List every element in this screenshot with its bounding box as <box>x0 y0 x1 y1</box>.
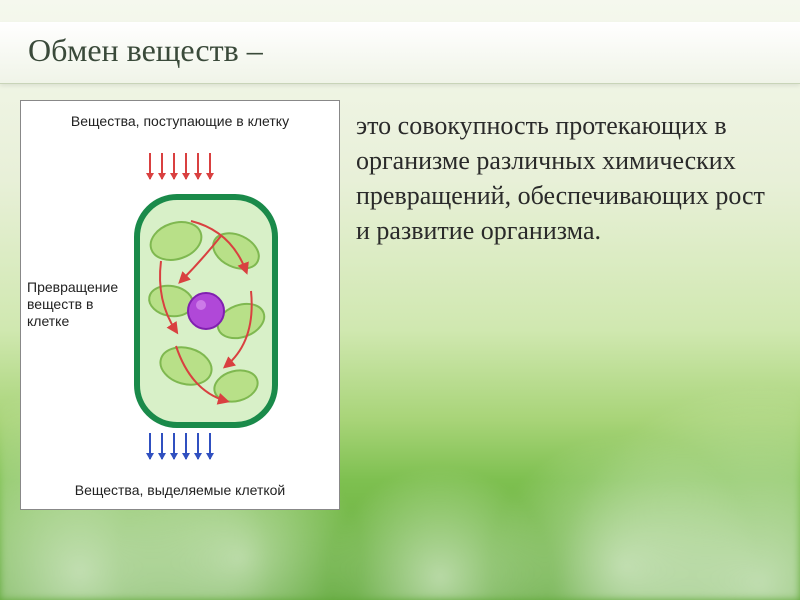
cell-figure: Вещества, поступающие в клетку Превращен… <box>20 100 340 510</box>
arrow-in-icon <box>209 153 211 179</box>
arrow-out-icon <box>197 433 199 459</box>
definition-text: это совокупность протекающих в организме… <box>356 108 780 248</box>
definition-block: это совокупность протекающих в организме… <box>356 100 780 510</box>
arrow-out-icon <box>149 433 151 459</box>
page-title: Обмен веществ – <box>28 32 772 69</box>
arrows-in-group <box>149 153 211 179</box>
arrow-out-icon <box>173 433 175 459</box>
arrow-in-icon <box>197 153 199 179</box>
arrows-out-group <box>149 433 211 459</box>
content-row: Вещества, поступающие в клетку Превращен… <box>0 100 800 510</box>
arrow-out-icon <box>209 433 211 459</box>
figure-label-bottom: Вещества, выделяемые клеткой <box>21 482 339 499</box>
figure-label-top: Вещества, поступающие в клетку <box>21 113 339 130</box>
cell-diagram <box>131 191 281 431</box>
arrow-in-icon <box>161 153 163 179</box>
title-banner: Обмен веществ – <box>0 22 800 84</box>
arrow-in-icon <box>173 153 175 179</box>
arrow-in-icon <box>185 153 187 179</box>
arrow-in-icon <box>149 153 151 179</box>
arrow-out-icon <box>185 433 187 459</box>
figure-label-left: Превращение веществ в клетке <box>27 279 137 329</box>
arrow-out-icon <box>161 433 163 459</box>
